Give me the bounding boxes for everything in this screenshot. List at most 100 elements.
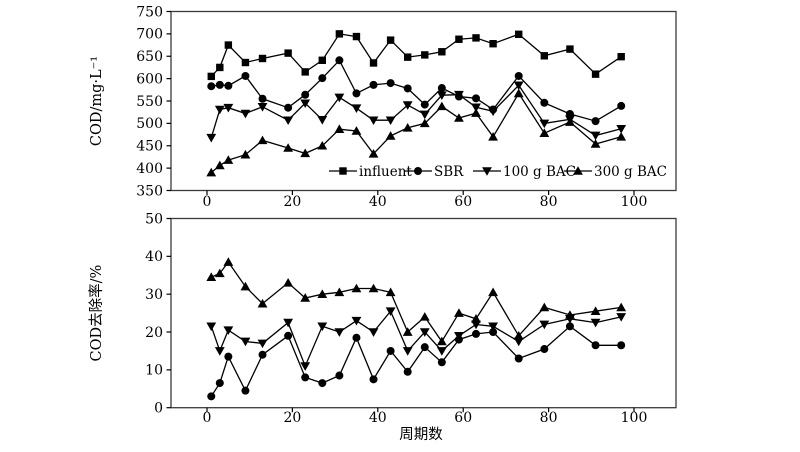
data-point bbox=[318, 74, 327, 83]
series-influent bbox=[207, 30, 625, 81]
data-point bbox=[590, 318, 601, 328]
data-point bbox=[513, 88, 524, 98]
data-point bbox=[368, 328, 379, 337]
y-tick-label: 40 bbox=[145, 249, 163, 265]
data-point bbox=[334, 124, 345, 133]
data-point bbox=[402, 347, 413, 356]
data-point bbox=[419, 118, 430, 128]
data-point bbox=[369, 59, 378, 67]
data-point bbox=[257, 339, 268, 349]
x-axis-title: 周期数 bbox=[399, 426, 443, 443]
data-point bbox=[590, 131, 601, 141]
data-point bbox=[240, 281, 251, 291]
x-tick-label: 20 bbox=[283, 194, 301, 210]
x-tick-label: 0 bbox=[203, 194, 212, 210]
data-point bbox=[540, 52, 549, 60]
data-point bbox=[351, 316, 362, 326]
y-axis: 0 10 20 30 40 50 bbox=[145, 211, 171, 417]
y-tick-label: 350 bbox=[136, 183, 163, 199]
x-tick-label: 80 bbox=[540, 410, 558, 426]
x-tick-label: 80 bbox=[540, 194, 558, 210]
data-point bbox=[223, 103, 234, 113]
data-point bbox=[352, 333, 361, 342]
data-point bbox=[283, 318, 294, 328]
data-point bbox=[351, 283, 362, 293]
series-sbr-line bbox=[210, 325, 622, 397]
x-tick-label: 0 bbox=[203, 410, 212, 426]
data-point bbox=[472, 94, 481, 103]
data-point bbox=[436, 347, 447, 356]
y-tick-label: 550 bbox=[136, 94, 163, 110]
data-point bbox=[616, 313, 627, 322]
data-point bbox=[386, 346, 395, 355]
series-300-g-bac-line bbox=[210, 92, 622, 174]
data-point bbox=[317, 140, 328, 150]
data-point bbox=[283, 116, 294, 126]
data-point bbox=[437, 84, 446, 93]
data-point bbox=[472, 329, 481, 338]
data-point bbox=[241, 71, 250, 80]
data-point bbox=[566, 45, 574, 53]
data-point bbox=[223, 257, 234, 266]
data-point bbox=[368, 283, 379, 293]
data-point bbox=[214, 268, 225, 278]
data-point bbox=[386, 36, 395, 44]
data-point bbox=[513, 331, 524, 340]
series-300-g-bac bbox=[206, 257, 627, 346]
data-point bbox=[454, 308, 464, 317]
data-point bbox=[402, 101, 413, 110]
data-point bbox=[317, 115, 328, 125]
series-sbr bbox=[207, 322, 626, 401]
data-point bbox=[514, 354, 523, 363]
data-point bbox=[513, 81, 524, 91]
data-point bbox=[368, 116, 379, 126]
legend-label: SBR bbox=[434, 164, 464, 180]
data-point bbox=[403, 53, 412, 61]
x-tick-label: 40 bbox=[369, 410, 387, 426]
data-point bbox=[206, 322, 217, 332]
y-axis-title: COD去除率/% bbox=[88, 265, 105, 362]
data-point bbox=[257, 103, 268, 112]
x-tick-label: 20 bbox=[283, 410, 301, 426]
x-tick-label: 60 bbox=[454, 410, 472, 426]
data-point bbox=[368, 149, 379, 158]
data-point bbox=[334, 287, 345, 297]
y-tick-label: 10 bbox=[145, 363, 163, 379]
data-point bbox=[616, 302, 627, 312]
series-300-g-bac-line bbox=[211, 260, 622, 343]
data-point bbox=[591, 117, 600, 126]
data-point bbox=[454, 332, 464, 341]
data-point bbox=[472, 34, 480, 42]
data-point bbox=[590, 139, 601, 148]
data-point bbox=[335, 56, 344, 65]
y-tick-label: 20 bbox=[145, 325, 163, 341]
data-point bbox=[420, 343, 429, 352]
data-point bbox=[617, 101, 626, 110]
y-tick-label: 650 bbox=[136, 49, 163, 65]
data-point bbox=[539, 302, 550, 312]
data-point bbox=[207, 82, 216, 91]
data-point bbox=[257, 298, 268, 308]
series-influent-line bbox=[210, 33, 622, 77]
data-point bbox=[223, 155, 234, 164]
data-point bbox=[300, 293, 311, 302]
data-point bbox=[335, 30, 344, 38]
data-point bbox=[207, 392, 216, 401]
data-point bbox=[351, 126, 362, 135]
data-point bbox=[591, 70, 600, 78]
data-point bbox=[565, 322, 574, 331]
data-point bbox=[206, 133, 217, 143]
x-tick-label: 60 bbox=[454, 194, 472, 210]
legend: influent SBR 100 g BAC 300 g BAC bbox=[329, 164, 667, 180]
series-100-g-bac-line bbox=[210, 84, 622, 138]
data-point bbox=[352, 89, 361, 98]
data-point bbox=[301, 373, 310, 382]
data-point bbox=[436, 101, 447, 111]
data-point bbox=[216, 63, 224, 72]
data-point bbox=[488, 287, 498, 297]
circle-legend-marker-icon bbox=[414, 167, 422, 175]
data-point bbox=[283, 143, 294, 152]
data-point bbox=[514, 71, 523, 80]
